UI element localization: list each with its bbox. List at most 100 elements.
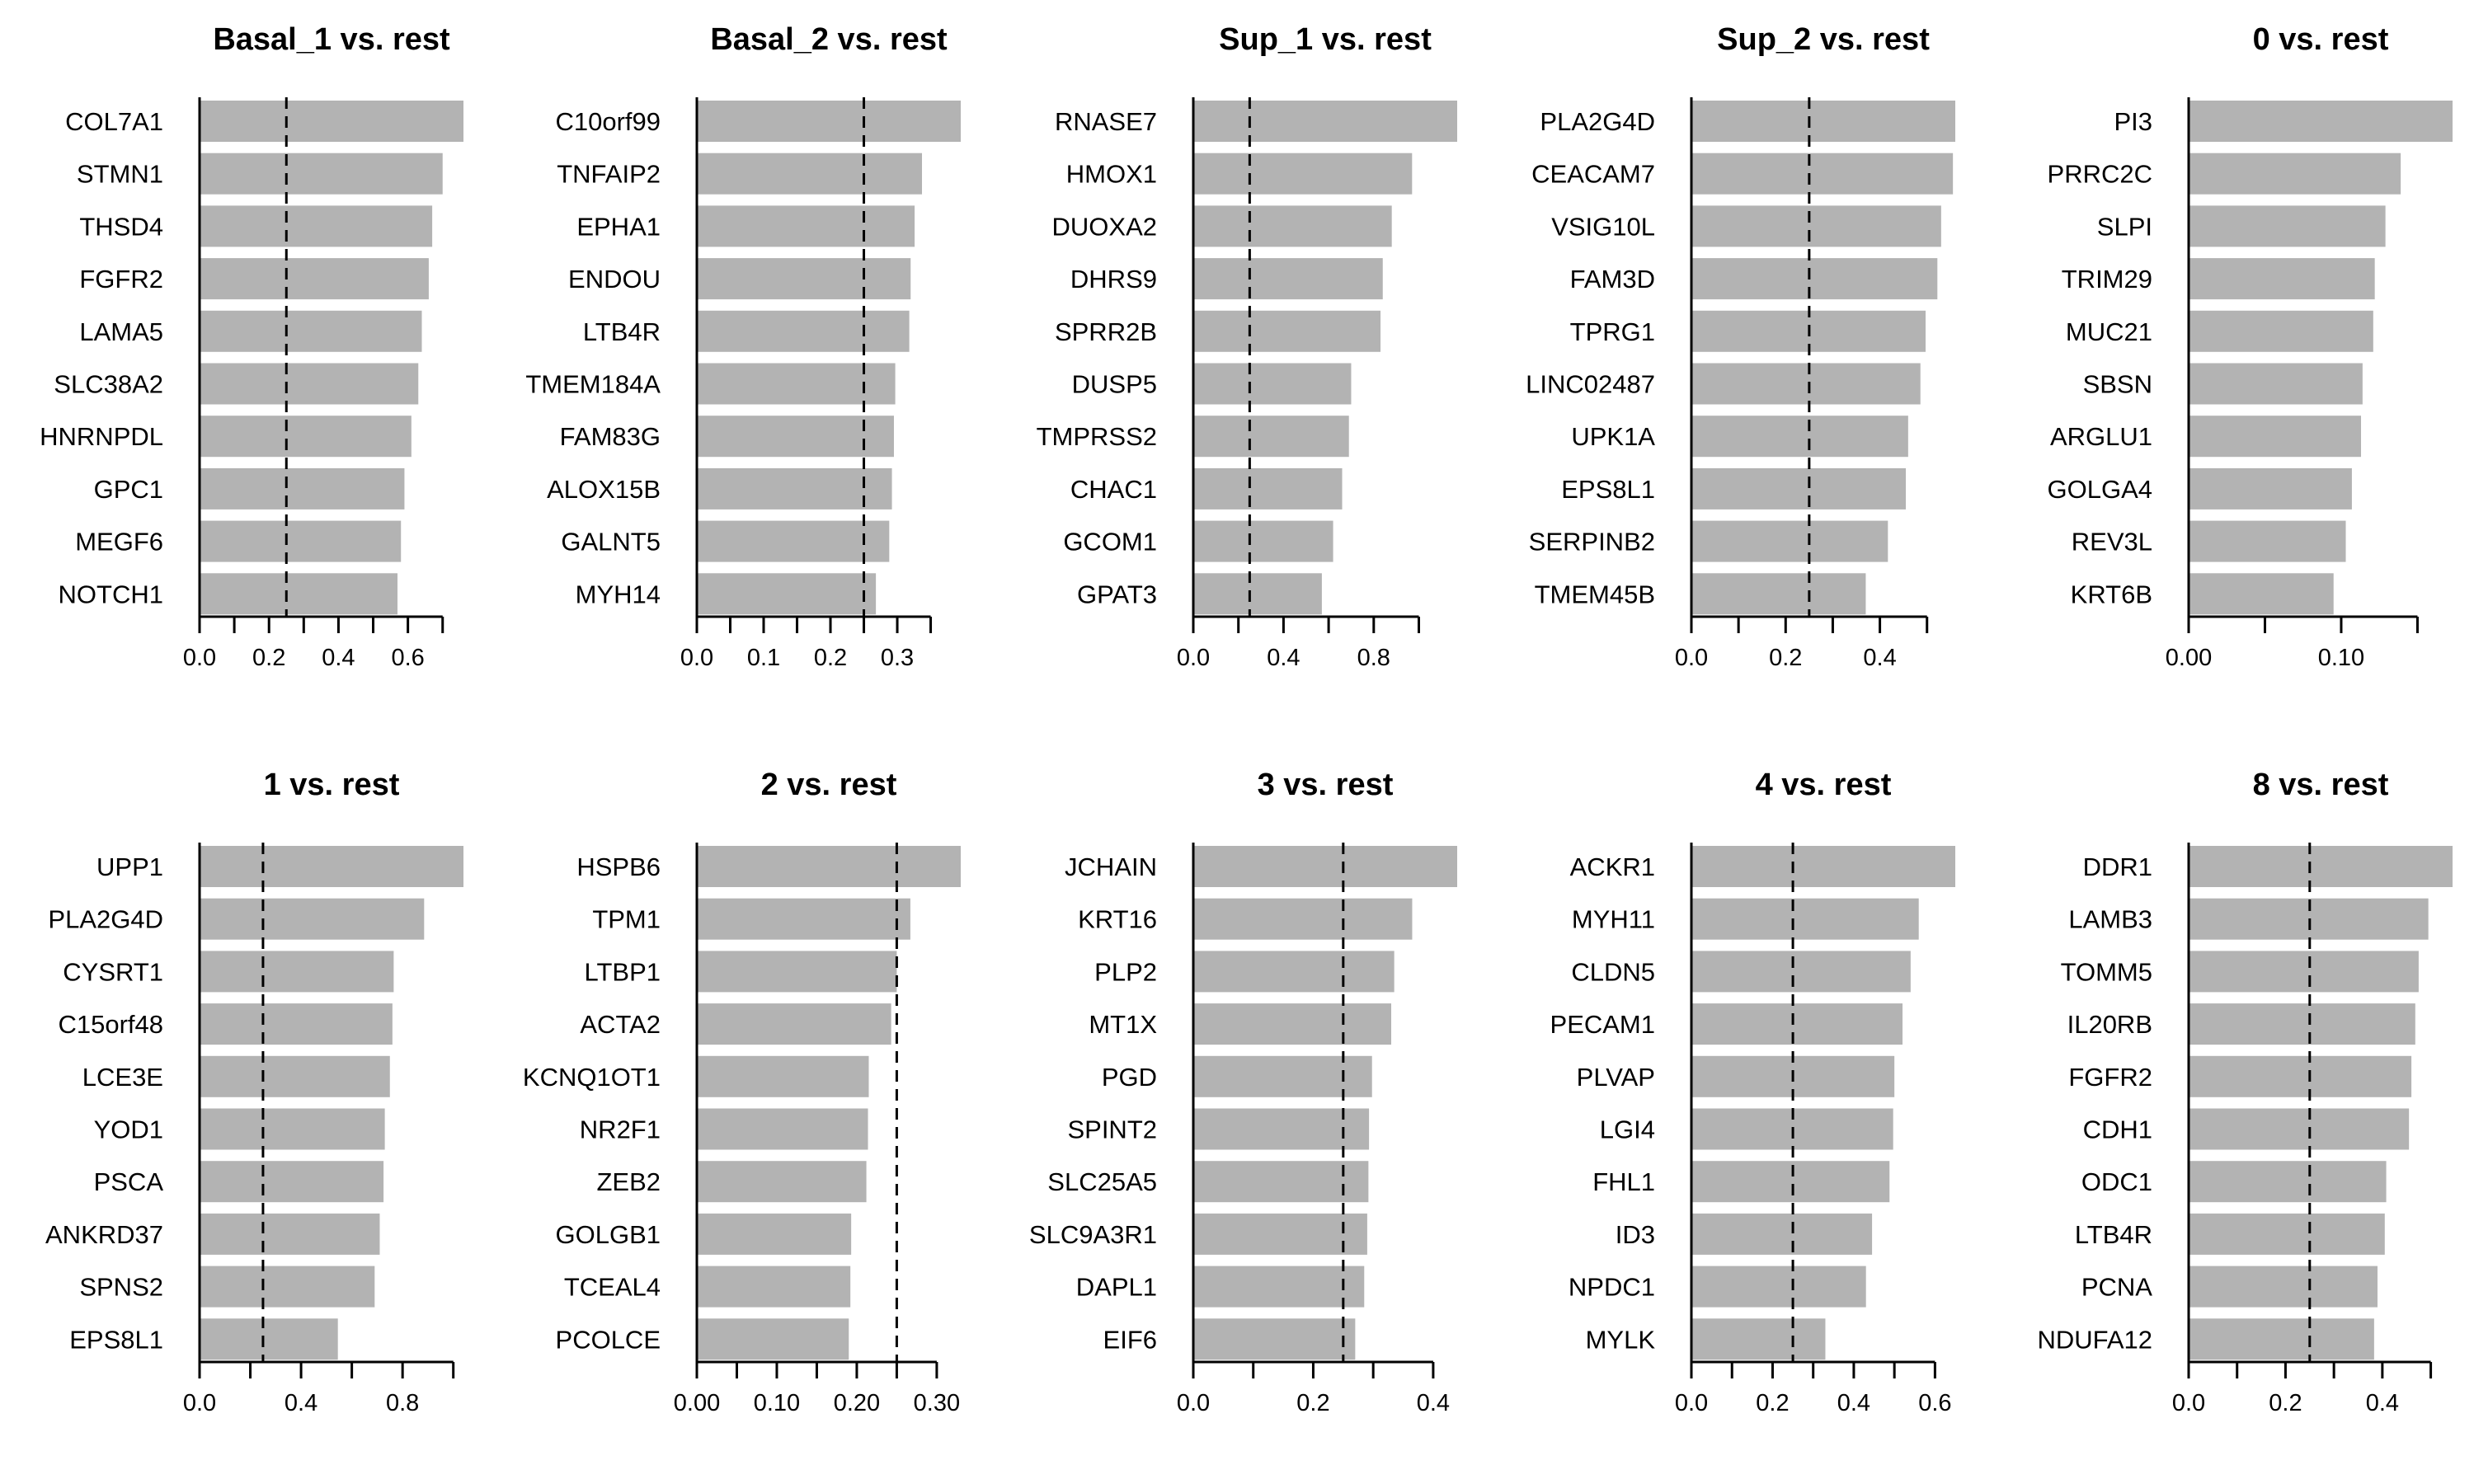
bar <box>2189 1108 2410 1150</box>
bar <box>1193 153 1413 195</box>
gene-label: C15orf48 <box>58 1010 163 1039</box>
bar <box>1193 1266 1365 1308</box>
bar <box>2189 1003 2415 1045</box>
bar <box>697 951 897 993</box>
gene-label: MUC21 <box>2066 317 2152 346</box>
panel-2: Sup_1 vs. rest RNASE7 HMOX1 DUOXA2 DHRS9 SPRR… <box>1037 22 1457 671</box>
bar <box>1193 1055 1372 1097</box>
gene-label: LAMB3 <box>2068 905 2152 934</box>
bar <box>1691 1003 1903 1045</box>
bar <box>2189 101 2453 142</box>
gene-label: HMOX1 <box>1066 160 1157 189</box>
bar <box>697 1213 852 1255</box>
panel-7: 3 vs. rest JCHAIN KRT16 PLP2 MT1X PGD SPINT2 SL… <box>1029 768 1457 1416</box>
bar <box>200 1055 390 1097</box>
x-tick-label: 0.2 <box>1769 645 1802 671</box>
gene-label: ACKR1 <box>1570 852 1655 881</box>
x-tick-label: 0.3 <box>881 645 914 671</box>
gene-label: DDR1 <box>2083 852 2152 881</box>
bar <box>2189 1161 2387 1203</box>
gene-label: SPNS2 <box>79 1273 163 1302</box>
gene-label: DUSP5 <box>1072 370 1157 399</box>
x-tick-label: 0.2 <box>1296 1390 1329 1416</box>
bar <box>2189 1055 2412 1097</box>
gene-label: PRRC2C <box>2048 160 2152 189</box>
gene-label: TMEM45B <box>1535 580 1655 608</box>
gene-label: PGD <box>1102 1063 1157 1092</box>
bar <box>1193 101 1457 142</box>
x-tick-label: 0.00 <box>2166 645 2212 671</box>
panel-8: 4 vs. rest ACKR1 MYH11 CLDN5 PECAM1 PLVAP LGI4… <box>1550 768 1955 1416</box>
gene-label: SLC25A5 <box>1047 1167 1157 1196</box>
gene-label: ENDOU <box>568 265 661 294</box>
bar <box>697 101 961 142</box>
gene-label: GPAT3 <box>1077 580 1157 608</box>
bar <box>200 1108 385 1150</box>
gene-label: MT1X <box>1089 1010 1157 1039</box>
x-tick-label: 0.6 <box>1918 1390 1951 1416</box>
x-tick-label: 0.2 <box>814 645 847 671</box>
bar <box>1691 520 1888 562</box>
gene-label: FHL1 <box>1592 1167 1655 1196</box>
bar <box>2189 258 2375 300</box>
bar <box>697 1266 851 1308</box>
gene-label: IL20RB <box>2067 1010 2152 1039</box>
gene-label: GOLGA4 <box>2048 475 2153 504</box>
bar <box>1193 846 1457 887</box>
bar <box>1691 1161 1890 1203</box>
gene-label: FGFR2 <box>79 265 163 294</box>
bar <box>2189 467 2352 510</box>
x-tick-label: 0.00 <box>674 1390 720 1416</box>
bar <box>1193 467 1343 510</box>
panel-title: 2 vs. rest <box>761 768 897 802</box>
x-tick-label: 0.2 <box>1756 1390 1789 1416</box>
gene-label: TMEM184A <box>525 370 661 399</box>
bar <box>697 1003 891 1045</box>
gene-label: PLP2 <box>1094 957 1157 986</box>
panel-title: 1 vs. rest <box>264 768 400 802</box>
gene-label: CEACAM7 <box>1531 160 1655 189</box>
bar <box>1193 205 1392 247</box>
bar <box>2189 416 2362 458</box>
gene-label: HSPB6 <box>576 852 661 881</box>
gene-label: CYSRT1 <box>63 957 163 986</box>
bar <box>697 1108 868 1150</box>
bar <box>200 258 429 300</box>
bar <box>697 205 915 247</box>
panel-title: 4 vs. rest <box>1756 768 1892 802</box>
gene-label: SLPI <box>2097 212 2152 241</box>
bar <box>200 1213 380 1255</box>
gene-label: TMPRSS2 <box>1037 422 1157 451</box>
bar <box>697 1161 867 1203</box>
gene-label: LTB4R <box>583 317 661 346</box>
bar <box>1691 205 1941 247</box>
x-tick-label: 0.4 <box>285 1390 317 1416</box>
bar <box>1691 1266 1866 1308</box>
gene-label: PCNA <box>2081 1273 2152 1302</box>
gene-label: PLA2G4D <box>48 905 163 934</box>
gene-label: SBSN <box>2083 370 2152 399</box>
gene-label: GALNT5 <box>561 528 661 556</box>
x-tick-label: 0.0 <box>1177 645 1210 671</box>
gene-label: EPHA1 <box>576 212 661 241</box>
bar <box>1193 898 1413 940</box>
gene-label: EPS8L1 <box>1561 475 1655 504</box>
x-tick-label: 0.30 <box>914 1390 960 1416</box>
gene-label: NR2F1 <box>580 1115 661 1144</box>
gene-label: NOTCH1 <box>59 580 163 608</box>
gene-label: C10orf99 <box>555 107 661 136</box>
gene-label: ACTA2 <box>580 1010 661 1039</box>
bar <box>1691 258 1938 300</box>
bar <box>1193 1161 1369 1203</box>
bar <box>697 1055 869 1097</box>
bar <box>1691 153 1954 195</box>
bar <box>2189 846 2453 887</box>
bar <box>1193 363 1352 405</box>
bar <box>2189 205 2386 247</box>
bar <box>200 101 463 142</box>
bar <box>1691 467 1906 510</box>
gene-label: MYLK <box>1586 1325 1656 1354</box>
x-tick-label: 0.10 <box>754 1390 800 1416</box>
gene-label: GCOM1 <box>1063 528 1157 556</box>
bar <box>697 258 911 300</box>
